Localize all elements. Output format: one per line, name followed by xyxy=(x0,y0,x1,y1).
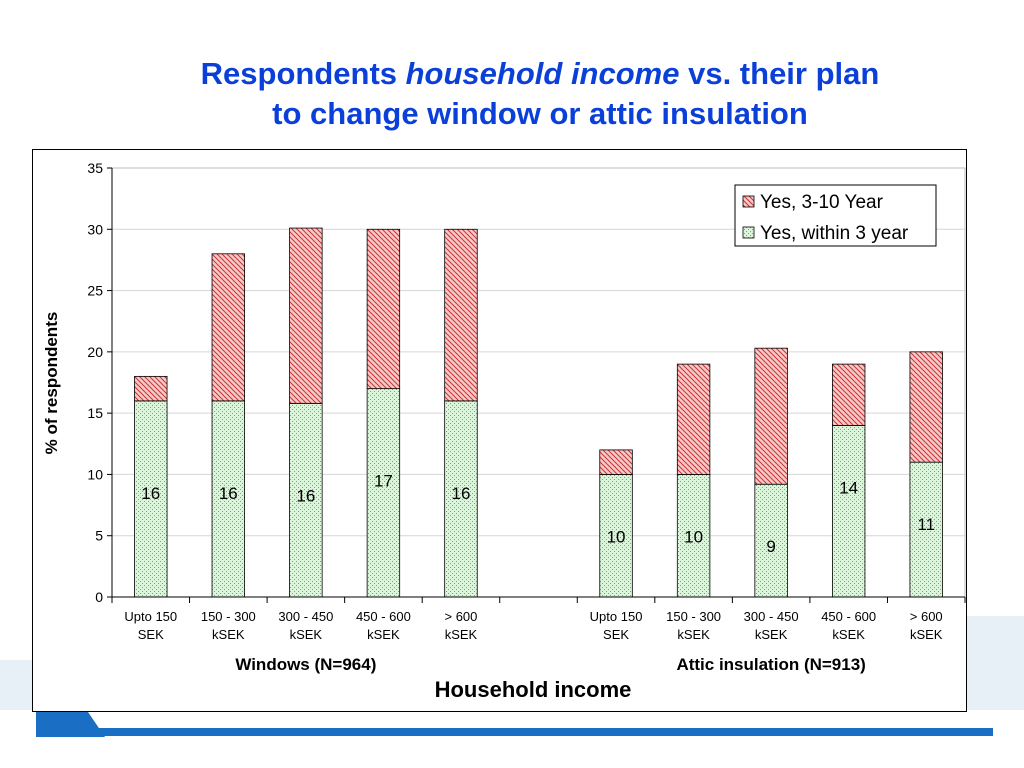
title-part1: Respondents xyxy=(200,56,406,91)
bar-within-3-year-1-3 xyxy=(831,424,866,598)
bar-3-10-year-0-1 xyxy=(211,253,246,402)
x-tick-label-0-1-line1: 150 - 300 xyxy=(201,609,256,624)
bar-3-10-year-0-0 xyxy=(134,375,168,402)
x-tick-label-0-3-line1: 450 - 600 xyxy=(356,609,411,624)
bar-3-10-year-1-0 xyxy=(599,449,633,475)
y-axis-label: % of respondents xyxy=(42,312,61,455)
data-label-0-0: 16 xyxy=(141,484,160,503)
group-label-attic: Attic insulation (N=913) xyxy=(676,655,865,674)
legend-swatch-3-10-year xyxy=(742,195,755,208)
y-tick-label-0: 0 xyxy=(95,589,103,605)
x-tick-label-1-4-line2: kSEK xyxy=(910,627,943,642)
title-part2: vs. their plan xyxy=(679,56,880,91)
bar-within-3-year-0-1 xyxy=(211,400,246,598)
x-tick-label-0-4-line1: > 600 xyxy=(445,609,478,624)
data-label-0-2: 16 xyxy=(296,486,315,505)
x-tick-label-1-3-line1: 450 - 600 xyxy=(821,609,876,624)
data-label-1-3: 14 xyxy=(839,478,858,497)
y-tick-label-10: 10 xyxy=(87,466,103,482)
bar-3-10-year-0-2 xyxy=(289,227,323,404)
title-italic: household income xyxy=(405,56,680,91)
x-tick-label-1-2-line1: 300 - 450 xyxy=(744,609,799,624)
axes: 0 5 10 15 20 25 30 35 Upto 150 SEK 150 - 300 kSEK 30… xyxy=(87,160,966,642)
x-tick-label-1-4-line1: > 600 xyxy=(910,609,943,624)
legend-box xyxy=(734,184,937,247)
y-tick-label-35: 35 xyxy=(87,160,103,176)
y-tick-label-20: 20 xyxy=(87,344,103,360)
x-tick-label-1-1-line2: kSEK xyxy=(677,627,710,642)
title-line2: to change window or attic insulation xyxy=(272,96,808,131)
bar-within-3-year-0-4 xyxy=(444,400,478,598)
slide-title: Respondents household income vs. their p… xyxy=(60,54,1020,134)
y-tick-label-15: 15 xyxy=(87,405,103,421)
y-tick-label-25: 25 xyxy=(87,283,103,299)
chart-frame: 16 16 16 17 16 10 10 9 14 11 0 5 10 15 20 25 30 35 Upto 1… xyxy=(32,149,967,712)
data-label-1-2: 9 xyxy=(766,537,775,556)
x-tick-label-1-0-line2: SEK xyxy=(603,627,629,642)
bar-within-3-year-1-2 xyxy=(754,483,788,598)
data-label-0-4: 16 xyxy=(451,484,470,503)
data-label-1-4: 11 xyxy=(917,515,935,534)
bar-within-3-year-0-0 xyxy=(134,400,168,598)
x-tick-label-0-1-line2: kSEK xyxy=(212,627,245,642)
y-tick-label-30: 30 xyxy=(87,221,103,237)
x-tick-label-1-3-line2: kSEK xyxy=(832,627,865,642)
bar-within-3-year-0-2 xyxy=(289,402,323,598)
bar-within-3-year-0-3 xyxy=(366,388,401,598)
footer-blue-strip xyxy=(36,728,993,736)
bar-3-10-year-1-3 xyxy=(831,363,866,426)
data-label-0-3: 17 xyxy=(374,472,393,491)
bar-3-10-year-1-4 xyxy=(909,351,943,463)
bar-3-10-year-1-1 xyxy=(676,363,711,475)
x-tick-label-0-2-line2: kSEK xyxy=(290,627,323,642)
legend-label-3-10-year: Yes, 3-10 Year xyxy=(760,192,884,213)
bars: 16 16 16 17 16 10 10 9 14 11 xyxy=(134,227,943,598)
bar-within-3-year-1-1 xyxy=(676,474,711,598)
x-tick-label-0-4-line2: kSEK xyxy=(445,627,478,642)
data-label-1-0: 10 xyxy=(607,527,626,546)
x-tick-label-0-3-line2: kSEK xyxy=(367,627,400,642)
y-tick-label-5: 5 xyxy=(95,528,103,544)
data-label-1-1: 10 xyxy=(684,527,703,546)
bar-3-10-year-0-4 xyxy=(444,228,478,402)
x-axis-title: Household income xyxy=(435,677,632,702)
legend-label-within-3-year: Yes, within 3 year xyxy=(760,223,909,244)
x-tick-label-1-2-line2: kSEK xyxy=(755,627,788,642)
bar-3-10-year-1-2 xyxy=(754,347,788,485)
x-tick-label-0-2-line1: 300 - 450 xyxy=(278,609,333,624)
legend: Yes, 3-10 Year Yes, within 3 year xyxy=(734,184,937,247)
x-tick-label-1-1-line1: 150 - 300 xyxy=(666,609,721,624)
bar-3-10-year-0-3 xyxy=(366,228,401,390)
legend-swatch-within-3-year xyxy=(742,226,755,239)
x-tick-label-0-0-line1: Upto 150 xyxy=(124,609,177,624)
data-label-0-1: 16 xyxy=(219,484,238,503)
group-label-windows: Windows (N=964) xyxy=(235,655,376,674)
x-tick-label-0-0-line2: SEK xyxy=(138,627,164,642)
x-tick-label-1-0-line1: Upto 150 xyxy=(590,609,643,624)
bar-within-3-year-1-0 xyxy=(599,474,633,598)
chart: 16 16 16 17 16 10 10 9 14 11 0 5 10 15 20 25 30 35 Upto 1… xyxy=(42,160,966,702)
